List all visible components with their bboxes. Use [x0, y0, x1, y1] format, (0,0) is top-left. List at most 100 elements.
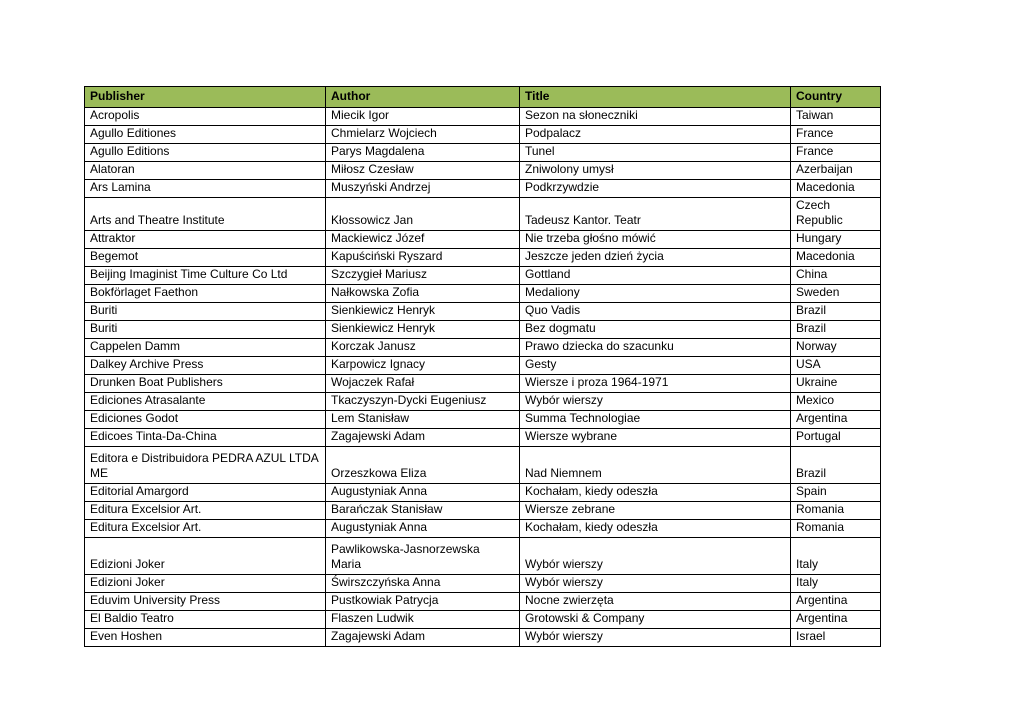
cell-publisher: Agullo Editions: [84, 143, 326, 162]
table-row: Even Hoshen Zagajewski Adam Wybór wierszy I…: [84, 628, 881, 647]
cell-title: Nad Niemnem: [519, 446, 791, 484]
cell-publisher: Arts and Theatre Institute: [84, 197, 326, 231]
column-header-title: Title: [519, 86, 791, 108]
cell-author: Wojaczek Rafał: [325, 374, 520, 393]
table-row: El Baldio Teatro Flaszen Ludwik Grotowski …: [84, 610, 881, 629]
cell-country: China: [790, 266, 881, 285]
publishers-table: Publisher Author Title Country Acropolis…: [84, 86, 881, 647]
cell-title: Gesty: [519, 356, 791, 375]
cell-publisher: Buriti: [84, 320, 326, 339]
table-row: Editura Excelsior Art. Barańczak Stanisła…: [84, 501, 881, 520]
cell-country: Ukraine: [790, 374, 881, 393]
cell-author: Augustyniak Anna: [325, 483, 520, 502]
cell-publisher: Acropolis: [84, 107, 326, 126]
cell-title: Zniwolony umysł: [519, 161, 791, 180]
table-row: Agullo Editiones Chmielarz Wojciech Podpal…: [84, 125, 881, 144]
cell-author: Sienkiewicz Henryk: [325, 302, 520, 321]
cell-author: Miłosz Czesław: [325, 161, 520, 180]
table-row: Dalkey Archive Press Karpowicz Ignacy Gest…: [84, 356, 881, 375]
cell-title: Kochałam, kiedy odeszła: [519, 483, 791, 502]
cell-country: Portugal: [790, 428, 881, 447]
cell-country: Brazil: [790, 320, 881, 339]
cell-publisher: Beijing Imaginist Time Culture Co Ltd: [84, 266, 326, 285]
table-row: Editora e Distribuidora PEDRA AZUL LTDA …: [84, 446, 881, 484]
table-row: Agullo Editions Parys Magdalena Tunel Franc…: [84, 143, 881, 162]
column-header-author: Author: [325, 86, 520, 108]
cell-author: Zagajewski Adam: [325, 628, 520, 647]
cell-author: Kapuściński Ryszard: [325, 248, 520, 267]
cell-author: Korczak Janusz: [325, 338, 520, 357]
cell-country: USA: [790, 356, 881, 375]
column-header-publisher: Publisher: [84, 86, 326, 108]
cell-title: Medaliony: [519, 284, 791, 303]
cell-title: Wiersze zebrane: [519, 501, 791, 520]
cell-publisher: Edizioni Joker: [84, 574, 326, 593]
table-row: Ars Lamina Muszyński Andrzej Podkrzywdzie M…: [84, 179, 881, 198]
cell-publisher: Ediciones Atrasalante: [84, 392, 326, 411]
cell-publisher: Even Hoshen: [84, 628, 326, 647]
cell-publisher: Edizioni Joker: [84, 537, 326, 575]
cell-publisher: Dalkey Archive Press: [84, 356, 326, 375]
cell-publisher: Bokförlaget Faethon: [84, 284, 326, 303]
cell-publisher: El Baldio Teatro: [84, 610, 326, 629]
cell-country: Czech Republic: [790, 197, 881, 231]
cell-publisher: Editura Excelsior Art.: [84, 519, 326, 538]
cell-publisher: Ediciones Godot: [84, 410, 326, 429]
cell-title: Wybór wierszy: [519, 537, 791, 575]
table-row: Edizioni Joker Pawlikowska-Jasnorzewska M…: [84, 537, 881, 575]
cell-title: Jeszcze jeden dzień życia: [519, 248, 791, 267]
table-row: Edicoes Tinta-Da-China Zagajewski Adam Wie…: [84, 428, 881, 447]
cell-country: Azerbaijan: [790, 161, 881, 180]
cell-title: Nocne zwierzęta: [519, 592, 791, 611]
table-header-row: Publisher Author Title Country: [84, 86, 881, 108]
cell-author: Tkaczyszyn-Dycki Eugeniusz: [325, 392, 520, 411]
cell-publisher: Alatoran: [84, 161, 326, 180]
cell-author: Kłossowicz Jan: [325, 197, 520, 231]
table-row: Arts and Theatre Institute Kłossowicz Jan…: [84, 197, 881, 231]
cell-publisher: Agullo Editiones: [84, 125, 326, 144]
cell-country: Mexico: [790, 392, 881, 411]
cell-author: Mackiewicz Józef: [325, 230, 520, 249]
cell-country: Spain: [790, 483, 881, 502]
cell-country: Taiwan: [790, 107, 881, 126]
cell-publisher: Editura Excelsior Art.: [84, 501, 326, 520]
cell-author: Flaszen Ludwik: [325, 610, 520, 629]
cell-country: Italy: [790, 574, 881, 593]
cell-country: Argentina: [790, 592, 881, 611]
column-header-country: Country: [790, 86, 881, 108]
cell-title: Podkrzywdzie: [519, 179, 791, 198]
table-body: Acropolis Miecik Igor Sezon na słoneczniki…: [84, 107, 881, 647]
cell-country: France: [790, 125, 881, 144]
cell-title: Wybór wierszy: [519, 574, 791, 593]
cell-country: Romania: [790, 501, 881, 520]
cell-title: Quo Vadis: [519, 302, 791, 321]
cell-title: Tadeusz Kantor. Teatr: [519, 197, 791, 231]
cell-country: France: [790, 143, 881, 162]
cell-author: Pawlikowska-Jasnorzewska Maria: [325, 537, 520, 575]
cell-title: Wybór wierszy: [519, 392, 791, 411]
cell-author: Chmielarz Wojciech: [325, 125, 520, 144]
cell-title: Prawo dziecka do szacunku: [519, 338, 791, 357]
cell-publisher: Begemot: [84, 248, 326, 267]
cell-author: Szczygieł Mariusz: [325, 266, 520, 285]
cell-author: Pustkowiak Patrycja: [325, 592, 520, 611]
cell-author: Barańczak Stanisław: [325, 501, 520, 520]
cell-author: Zagajewski Adam: [325, 428, 520, 447]
table-row: Begemot Kapuściński Ryszard Jeszcze jeden …: [84, 248, 881, 267]
table-row: Ediciones Godot Lem Stanisław Summa Techno…: [84, 410, 881, 429]
table-row: Acropolis Miecik Igor Sezon na słoneczniki…: [84, 107, 881, 126]
cell-country: Brazil: [790, 302, 881, 321]
cell-country: Brazil: [790, 446, 881, 484]
cell-country: Sweden: [790, 284, 881, 303]
cell-publisher: Buriti: [84, 302, 326, 321]
table-row: Beijing Imaginist Time Culture Co Ltd Szc…: [84, 266, 881, 285]
cell-author: Sienkiewicz Henryk: [325, 320, 520, 339]
cell-author: Parys Magdalena: [325, 143, 520, 162]
table-row: Editorial Amargord Augustyniak Anna Kochał…: [84, 483, 881, 502]
cell-title: Wiersze wybrane: [519, 428, 791, 447]
cell-country: Israel: [790, 628, 881, 647]
cell-title: Nie trzeba głośno mówić: [519, 230, 791, 249]
cell-country: Hungary: [790, 230, 881, 249]
cell-title: Tunel: [519, 143, 791, 162]
cell-title: Wiersze i proza 1964-1971: [519, 374, 791, 393]
